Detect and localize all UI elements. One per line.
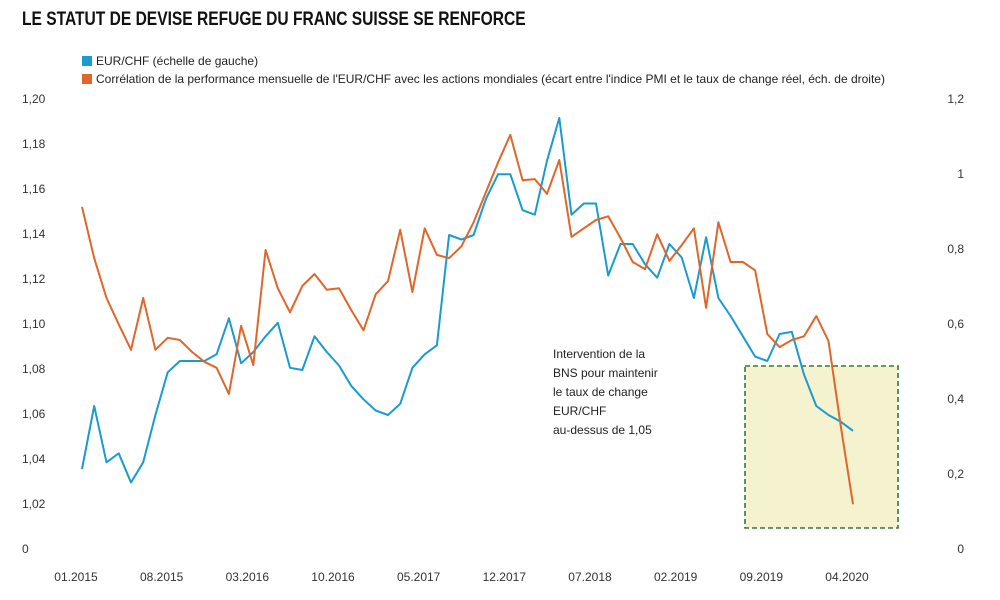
legend-label: EUR/CHF (échelle de gauche): [96, 54, 258, 68]
y-tick-label: 1,10: [22, 317, 46, 331]
legend-label: Corrélation de la performance mensuelle …: [96, 72, 885, 86]
x-tick-label: 03.2016: [226, 570, 270, 584]
x-tick-label: 02.2019: [654, 570, 698, 584]
x-tick-label: 12.2017: [483, 570, 527, 584]
line-series: [81, 117, 854, 484]
y2-tick-label: 1,2: [947, 92, 964, 106]
x-tick-label: 08.2015: [140, 570, 184, 584]
annotation-text: le taux de change: [553, 385, 648, 399]
chart-title: LE STATUT DE DEVISE REFUGE DU FRANC SUIS…: [22, 8, 526, 30]
annotation-text: au-dessus de 1,05: [553, 423, 652, 437]
highlight-box: [744, 365, 899, 529]
y-tick-label: 1,20: [22, 92, 46, 106]
y2-tick-label: 0,8: [947, 242, 964, 256]
x-tick-label: 09.2019: [740, 570, 784, 584]
line-series: [81, 133, 854, 505]
y-tick-label: 1,02: [22, 497, 46, 511]
y-axis-break-label: 0: [22, 542, 29, 556]
y-tick-label: 1,12: [22, 272, 46, 286]
annotation-text: Intervention de la: [553, 347, 645, 361]
y-tick-label: 1,08: [22, 362, 46, 376]
y-tick-label: 1,18: [22, 137, 46, 151]
annotation-text: EUR/CHF: [553, 404, 606, 418]
y-tick-label: 1,06: [22, 407, 46, 421]
legend-swatch: [82, 74, 92, 84]
x-tick-label: 04.2020: [825, 570, 869, 584]
x-tick-label: 05.2017: [397, 570, 441, 584]
annotation-text: BNS pour maintenir: [553, 366, 658, 380]
y-tick-label: 1,04: [22, 452, 46, 466]
y2-tick-label: 0,2: [947, 467, 964, 481]
y2-tick-label: 0,4: [947, 392, 964, 406]
x-tick-label: 01.2015: [54, 570, 98, 584]
x-tick-label: 10.2016: [311, 570, 355, 584]
y-tick-label: 1,16: [22, 182, 46, 196]
y2-tick-label: 0,6: [947, 317, 964, 331]
y-tick-label: 1,14: [22, 227, 46, 241]
y2-tick-label: 0: [957, 542, 964, 556]
x-tick-label: 07.2018: [568, 570, 612, 584]
legend-swatch: [82, 56, 92, 66]
y2-tick-label: 1: [957, 167, 964, 181]
